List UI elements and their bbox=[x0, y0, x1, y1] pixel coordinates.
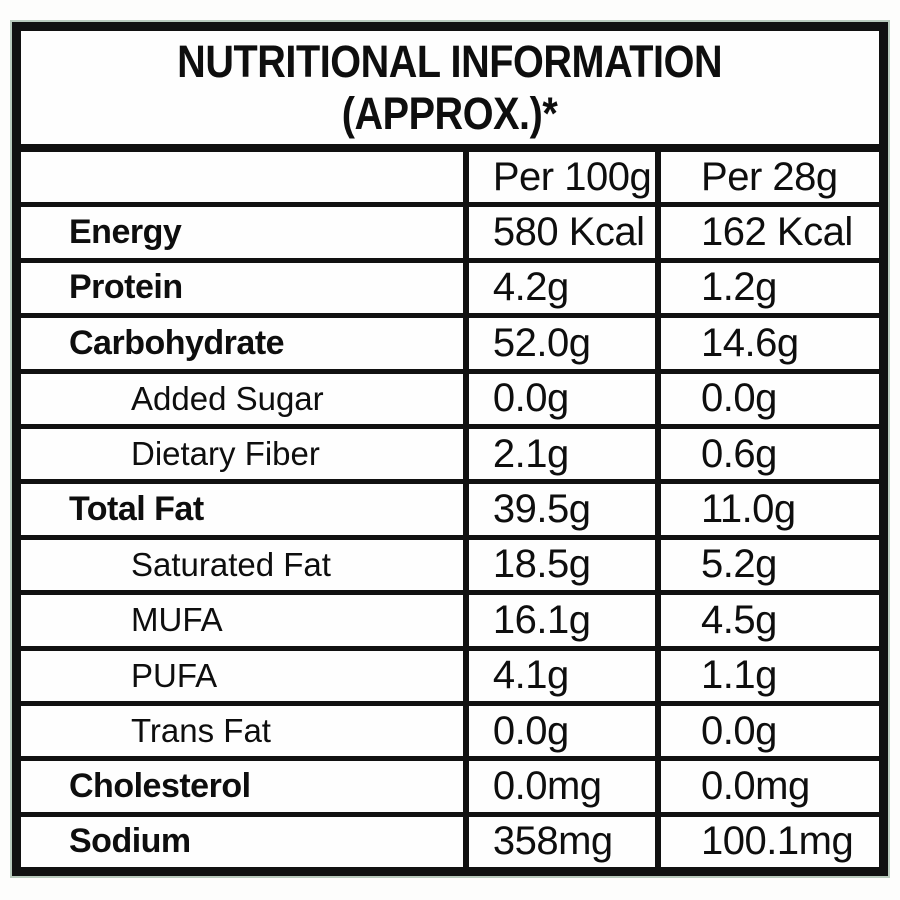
row-per28g-value: 162 Kcal bbox=[701, 210, 853, 255]
row-per100g-value: 0.0mg bbox=[492, 763, 602, 808]
row-per28g-value: 0.0g bbox=[701, 376, 777, 421]
row-label: Cholesterol bbox=[69, 766, 251, 805]
table-row-dietary-fiber: Dietary Fiber 2.1g 0.6g bbox=[21, 428, 879, 485]
row-per100g-value: 0.0g bbox=[492, 376, 569, 421]
table-row-sodium: Sodium 358mg 100.1mg bbox=[21, 816, 879, 868]
row-label: MUFA bbox=[131, 601, 223, 639]
row-per28g-value: 5.2g bbox=[701, 542, 777, 587]
row-label: Trans Fat bbox=[131, 712, 271, 750]
row-per28g-value: 0.0g bbox=[701, 708, 777, 753]
table-header-row: Per 100g Per 28g bbox=[21, 152, 879, 208]
table-row-mufa: MUFA 16.1g 4.5g bbox=[21, 595, 879, 651]
header-per28g: Per 28g bbox=[701, 154, 838, 199]
table-row-protein: Protein 4.2g 1.2g bbox=[21, 262, 879, 319]
row-per100g-value: 580 Kcal bbox=[492, 210, 645, 255]
nutrition-label: NUTRITIONAL INFORMATION (APPROX.)* Per 1… bbox=[12, 22, 888, 876]
row-label: Added Sugar bbox=[131, 379, 324, 417]
nutrition-table: Per 100g Per 28g Energy 580 Kcal 162 Kca… bbox=[21, 152, 879, 868]
row-per28g-value: 1.1g bbox=[701, 653, 777, 698]
header-label-cell bbox=[21, 152, 463, 202]
row-per100g-value: 16.1g bbox=[492, 597, 591, 642]
row-per100g-value: 4.1g bbox=[492, 653, 569, 698]
table-row-saturated-fat: Saturated Fat 18.5g 5.2g bbox=[21, 539, 879, 596]
row-per28g-value: 0.0mg bbox=[701, 763, 810, 808]
row-per100g-value: 39.5g bbox=[492, 487, 591, 532]
table-row-energy: Energy 580 Kcal 162 Kcal bbox=[21, 207, 879, 263]
row-per100g-value: 4.2g bbox=[492, 265, 569, 310]
nutrition-label-title: NUTRITIONAL INFORMATION (APPROX.)* bbox=[21, 31, 879, 152]
row-per100g-value: 18.5g bbox=[492, 542, 591, 587]
row-label: Total Fat bbox=[69, 490, 204, 529]
title-line-2: (APPROX.)* bbox=[342, 87, 558, 139]
title-line-1: NUTRITIONAL INFORMATION bbox=[177, 35, 723, 87]
row-per100g-value: 2.1g bbox=[492, 431, 569, 476]
table-row-pufa: PUFA 4.1g 1.1g bbox=[21, 650, 879, 706]
header-per28g-cell: Per 28g bbox=[655, 152, 879, 203]
row-per28g-value: 1.2g bbox=[701, 265, 777, 310]
row-per28g-value: 4.5g bbox=[701, 597, 777, 642]
table-row-added-sugar: Added Sugar 0.0g 0.0g bbox=[21, 373, 879, 429]
row-label: Sodium bbox=[69, 822, 191, 861]
row-per100g-value: 358mg bbox=[492, 819, 613, 864]
row-label: Energy bbox=[69, 213, 182, 252]
table-row-trans-fat: Trans Fat 0.0g 0.0g bbox=[21, 705, 879, 762]
row-label: Protein bbox=[69, 268, 183, 307]
row-per100g-value: 52.0g bbox=[492, 320, 591, 365]
table-row-carbohydrate: Carbohydrate 52.0g 14.6g bbox=[21, 318, 879, 374]
row-per28g-value: 0.6g bbox=[701, 431, 777, 476]
header-per100g: Per 100g bbox=[492, 154, 652, 199]
row-label: Dietary Fiber bbox=[131, 435, 320, 473]
row-per28g-value: 100.1mg bbox=[701, 819, 854, 864]
header-per100g-cell: Per 100g bbox=[462, 152, 655, 203]
row-per28g-value: 14.6g bbox=[701, 320, 799, 365]
table-row-cholesterol: Cholesterol 0.0mg 0.0mg bbox=[21, 761, 879, 817]
table-row-total-fat: Total Fat 39.5g 11.0g bbox=[21, 484, 879, 540]
row-per28g-value: 11.0g bbox=[701, 487, 796, 532]
row-label: Saturated Fat bbox=[131, 545, 331, 583]
row-per100g-value: 0.0g bbox=[492, 708, 569, 753]
row-label: PUFA bbox=[131, 656, 218, 694]
row-label: Carbohydrate bbox=[69, 323, 285, 362]
